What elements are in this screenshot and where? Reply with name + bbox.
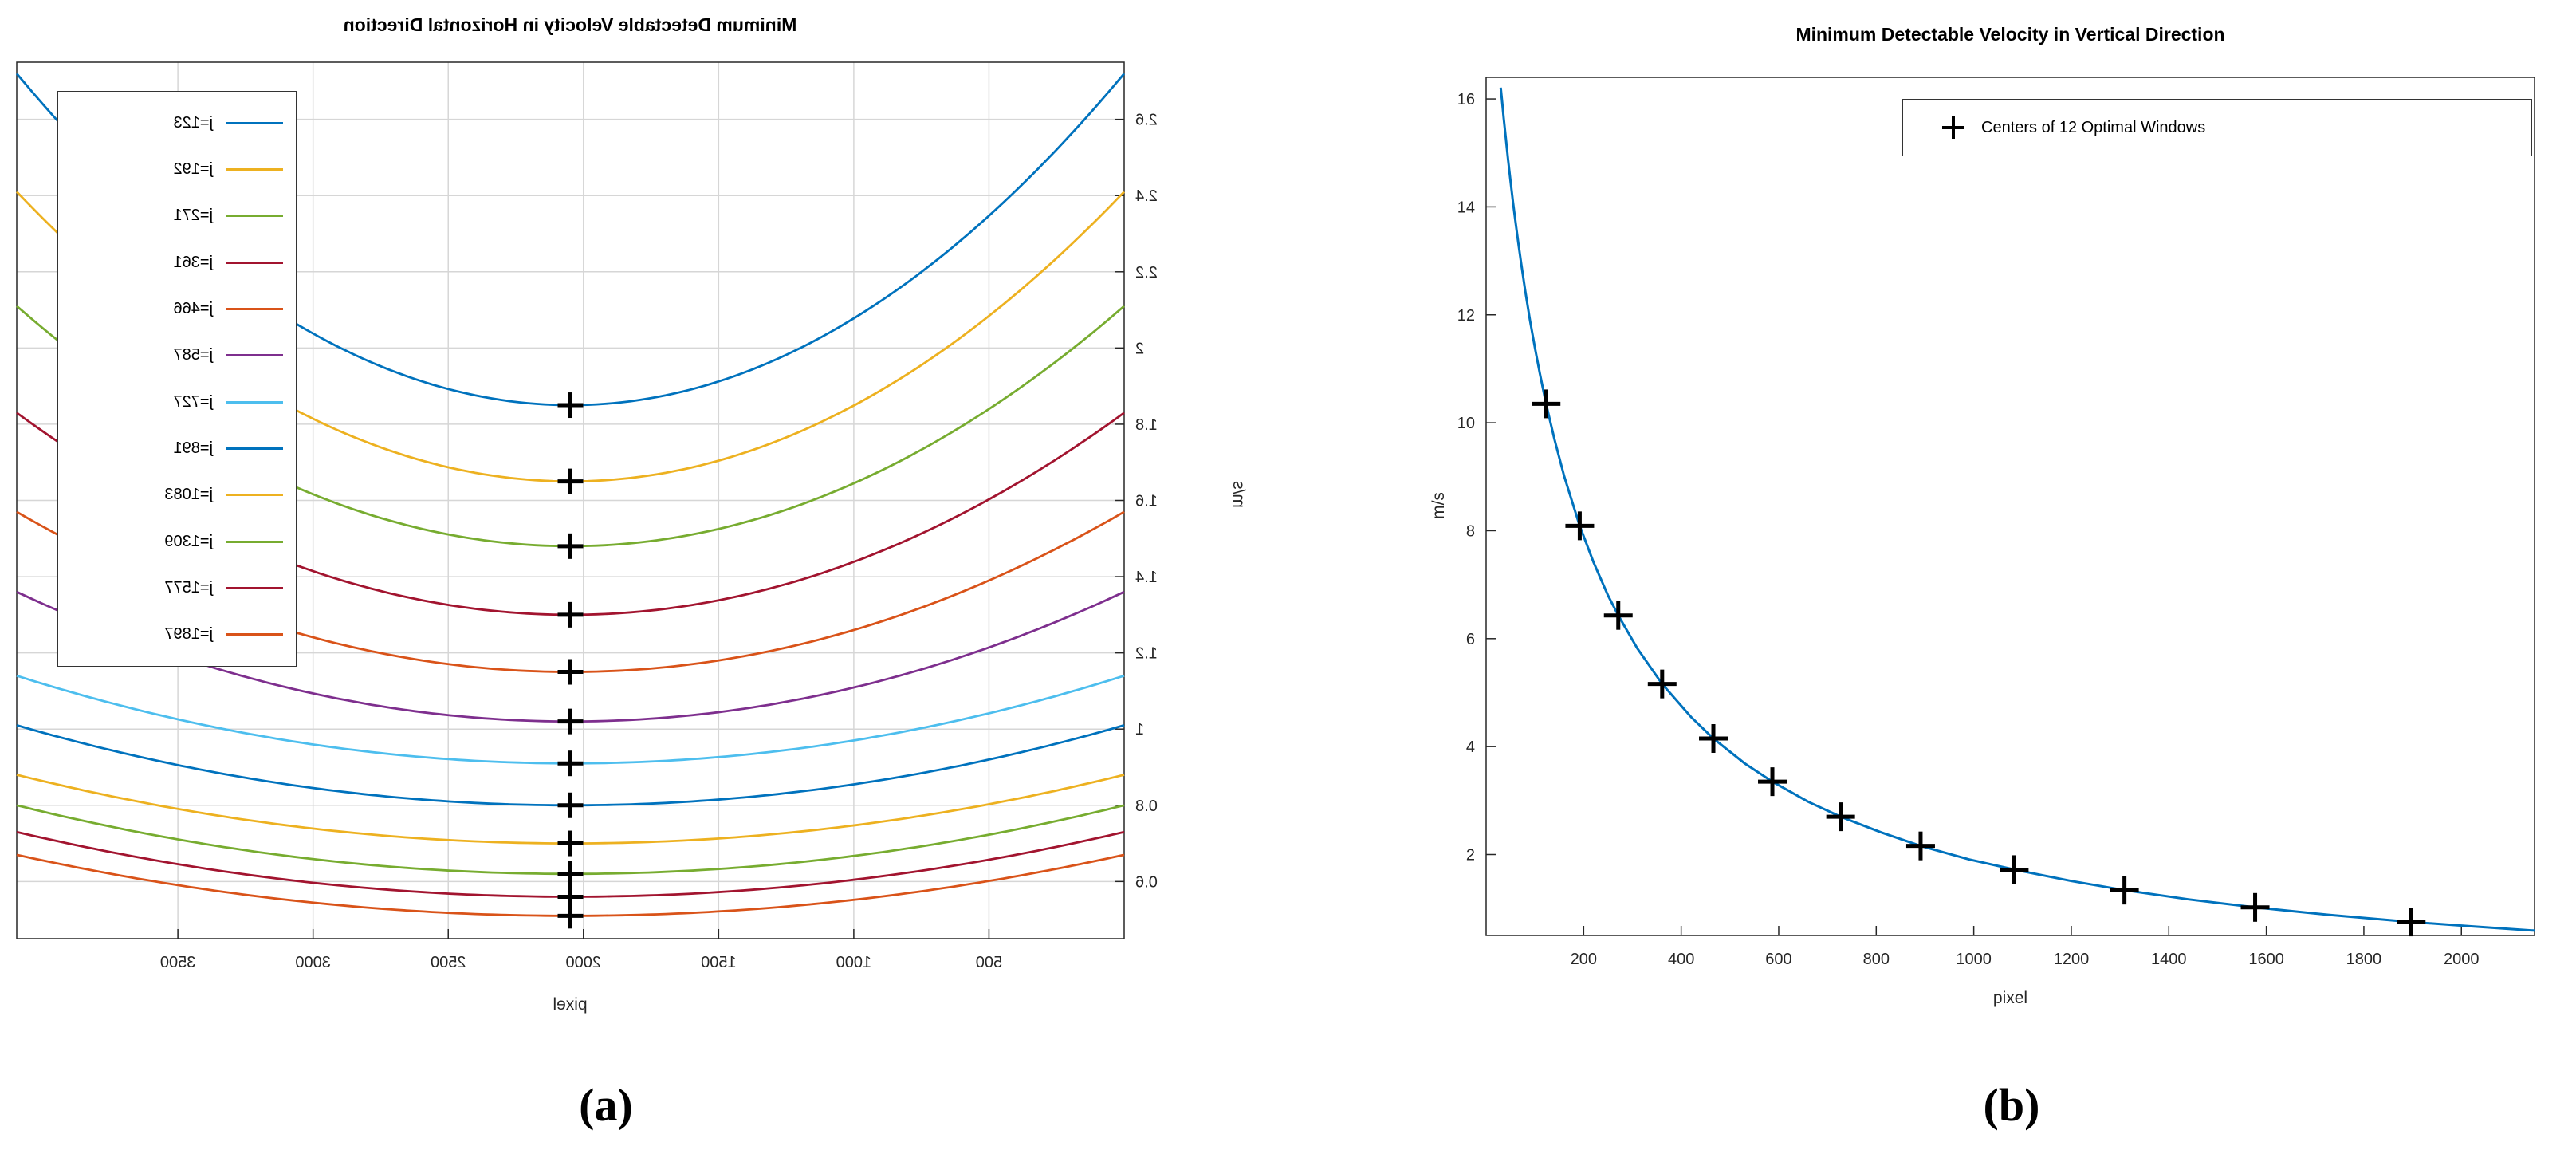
legend-entry-label: j=1083: [164, 486, 213, 504]
y-tick-label: 8: [1466, 522, 1475, 540]
x-tick-label: 800: [1863, 951, 1890, 968]
y-tick-label: 0.6: [1135, 873, 1158, 891]
chart-horizontal-panel: Minimum Detectable Velocity in Horizonta…: [0, 0, 1276, 1150]
y-tick-label: 2.2: [1135, 264, 1158, 282]
chart-a-ylabel: m/s: [1229, 481, 1249, 508]
legend-entry-label: j=271: [173, 207, 214, 225]
x-tick-label: 2000: [566, 954, 602, 971]
y-tick-label: 0.8: [1135, 798, 1158, 815]
legend-line-sample: [226, 261, 283, 264]
chart-b-plot-area: 200 400 600 800 1000 1200 1400 1600 1800 2000 2 4 6 8…: [1457, 77, 2535, 968]
legend-line-sample: [226, 494, 283, 497]
legend-entry-label: j=1309: [164, 532, 213, 550]
caption-a: (a): [579, 1079, 633, 1131]
legend-entry: j=361: [58, 254, 296, 272]
legend-entry: j=1309: [58, 533, 296, 551]
legend-line-sample: [226, 167, 283, 171]
chart-a-xlabel: pixel: [553, 995, 588, 1014]
legend-entry-label: j=192: [173, 160, 214, 178]
legend-entry-label: j=1577: [164, 578, 213, 597]
legend-line-sample: [226, 307, 283, 310]
legend-entry: j=192: [58, 160, 296, 179]
x-tick-label: 3500: [160, 954, 196, 971]
x-tick-label: 1800: [2346, 951, 2382, 968]
y-tick-label: 16: [1457, 91, 1475, 108]
legend-entry: j=891: [58, 439, 296, 458]
x-tick-label: 1600: [2248, 951, 2284, 968]
x-tick-label: 1500: [701, 954, 737, 971]
y-tick-label: 2: [1466, 846, 1475, 864]
y-tick-label: 2.6: [1135, 112, 1158, 129]
y-tick-label: 1: [1135, 721, 1144, 738]
y-tick-label: 1.4: [1135, 569, 1158, 586]
velocity-curve: [1499, 87, 2535, 932]
x-tick-label: 500: [976, 954, 1002, 971]
legend-entry-label: j=1897: [164, 625, 213, 644]
chart-a-legend: j=123 j=192 j=271 j=361 j=466 j=587 j=727 j=891…: [57, 91, 297, 667]
y-tick-label: 2: [1135, 340, 1144, 357]
legend-entry-label: j=891: [173, 439, 214, 457]
legend-line-sample: [226, 215, 283, 218]
legend-line-sample: [226, 540, 283, 543]
axes-box: [1485, 77, 2535, 936]
legend-entry-label: j=361: [173, 253, 214, 271]
chart-b-xlabel: pixel: [1992, 989, 2028, 1007]
x-tick-label: 400: [1668, 951, 1694, 968]
legend-entry-label: j=123: [173, 113, 214, 132]
y-tick-label: 14: [1457, 199, 1475, 216]
x-tick-label: 200: [1571, 951, 1597, 968]
legend-entry: j=587: [58, 346, 296, 364]
x-tick-label: 1400: [2151, 951, 2187, 968]
legend-line-sample: [226, 633, 283, 636]
chart-b-legend-label: Centers of 12 Optimal Windows: [1981, 118, 2206, 136]
y-tick-label: 10: [1457, 415, 1475, 432]
x-tick-label: 1000: [836, 954, 872, 971]
x-tick-label: 3000: [295, 954, 331, 971]
legend-line-sample: [226, 586, 283, 589]
y-tick-label: 1.2: [1135, 645, 1158, 663]
chart-b-legend: Centers of 12 Optimal Windows: [1902, 99, 2532, 156]
legend-entry: j=123: [58, 114, 296, 132]
legend-line-sample: [226, 121, 283, 124]
x-tick-label: 2500: [431, 954, 466, 971]
legend-line-sample: [226, 354, 283, 357]
chart-b-title: Minimum Detectable Velocity in Vertical …: [1795, 24, 2225, 45]
y-tick-label: 1.6: [1135, 493, 1158, 510]
chart-b-ylabel: m/s: [1429, 492, 1448, 519]
legend-entry-label: j=466: [173, 299, 214, 317]
x-tick-label: 2000: [2444, 951, 2480, 968]
y-tick-label: 1.8: [1135, 416, 1158, 434]
y-tick-label: 6: [1466, 631, 1475, 648]
plus-marker-icon: [1942, 116, 1964, 139]
x-tick-label: 600: [1765, 951, 1791, 968]
y-tick-label: 12: [1457, 307, 1475, 325]
legend-entry-label: j=727: [173, 392, 214, 411]
y-tick-label: 2.4: [1135, 187, 1158, 205]
legend-line-sample: [226, 400, 283, 404]
x-tick-label: 1000: [1956, 951, 1992, 968]
chart-vertical-panel: Minimum Detectable Velocity in Vertical …: [1419, 0, 2576, 1150]
x-tick-label: 1200: [2054, 951, 2090, 968]
legend-entry-label: j=587: [173, 346, 214, 364]
legend-entry: j=1083: [58, 486, 296, 504]
legend-entry: j=1577: [58, 579, 296, 597]
legend-entry: j=727: [58, 393, 296, 412]
legend-line-sample: [226, 447, 283, 450]
legend-entry: j=466: [58, 300, 296, 318]
y-tick-label: 4: [1466, 738, 1475, 756]
legend-entry: j=271: [58, 207, 296, 225]
legend-entry: j=1897: [58, 625, 296, 644]
caption-b: (b): [1983, 1079, 2040, 1131]
